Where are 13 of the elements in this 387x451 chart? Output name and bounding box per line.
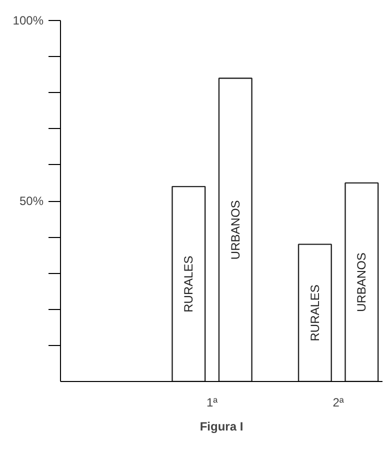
y-tick-label: 50% <box>19 194 44 208</box>
y-tick-label: 100% <box>12 14 44 28</box>
x-tick-label: 1ª <box>206 396 218 410</box>
text: Figura I <box>200 420 244 434</box>
text: RURALES <box>308 284 322 342</box>
bar <box>344 182 379 382</box>
bar <box>218 78 252 382</box>
x-tick-label: 2ª <box>332 396 344 410</box>
series-label: RURALES <box>182 256 196 312</box>
bar <box>298 244 332 382</box>
series-label: URBANOS <box>354 252 369 312</box>
text: URBANOS <box>228 200 242 260</box>
bar <box>172 186 206 382</box>
